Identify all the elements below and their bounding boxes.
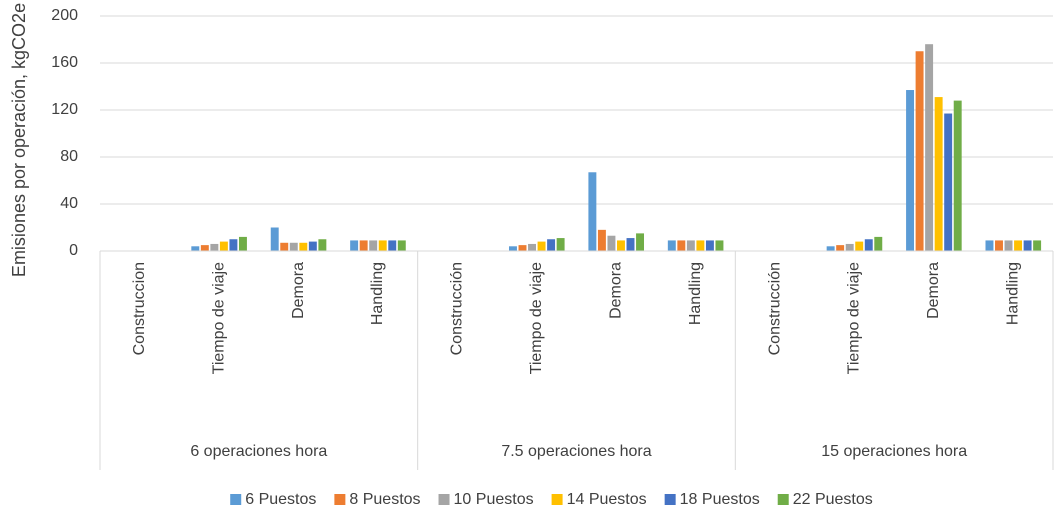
legend-label: 14 Puestos — [567, 491, 647, 508]
bar — [588, 172, 597, 251]
legend-swatch — [230, 494, 242, 505]
bar — [696, 240, 705, 251]
group-label: 7.5 operaciones hora — [501, 443, 651, 460]
legend-swatch — [551, 494, 563, 505]
bar — [369, 240, 378, 251]
x-tick-label: Demora — [925, 262, 942, 319]
bar — [934, 97, 943, 251]
legend-swatch — [664, 494, 676, 505]
bar — [855, 241, 864, 251]
bar — [200, 245, 209, 251]
y-tick-label: 80 — [60, 148, 78, 165]
y-axis-label: Emisiones por operación, kgCO2e — [9, 3, 29, 277]
bar — [836, 245, 845, 251]
y-tick-label: 0 — [69, 242, 78, 259]
bar — [995, 240, 1003, 251]
bar — [626, 238, 635, 251]
bar — [308, 241, 317, 251]
group-label: 6 operaciones hora — [190, 443, 327, 460]
bar — [985, 240, 994, 251]
legend-label: 18 Puestos — [680, 491, 760, 508]
bar — [556, 238, 565, 251]
x-tick-label: Demora — [290, 262, 307, 319]
bar — [953, 100, 962, 251]
bar — [397, 240, 406, 251]
bar — [318, 239, 327, 251]
bar — [906, 90, 915, 252]
bar — [537, 241, 546, 251]
legend-label: 22 Puestos — [793, 491, 873, 508]
x-tick-label: Tiempo de viaje — [210, 262, 227, 374]
bar — [378, 240, 387, 251]
y-tick-label: 160 — [51, 54, 78, 71]
bar — [864, 239, 873, 251]
bar — [528, 243, 536, 251]
legend-swatch — [438, 494, 450, 505]
bar — [874, 236, 883, 251]
bar — [944, 113, 953, 252]
bar — [915, 51, 924, 251]
y-tick-label: 120 — [51, 101, 78, 118]
x-tick-label: Handling — [687, 262, 704, 325]
x-tick-label: Construcción — [766, 262, 783, 355]
bar — [667, 240, 676, 251]
bar — [238, 236, 247, 251]
bar — [350, 240, 359, 251]
bar — [826, 246, 835, 251]
bar — [617, 240, 625, 251]
bar — [636, 233, 645, 251]
bar — [270, 227, 279, 251]
bar — [607, 235, 616, 251]
x-tick-label: Handling — [1005, 262, 1022, 325]
bar — [1023, 240, 1032, 251]
bar — [280, 242, 289, 251]
bar — [597, 229, 606, 251]
bar — [1033, 240, 1042, 251]
bar — [715, 240, 724, 251]
bar — [547, 239, 556, 251]
legend: 6 Puestos 8 Puestos 10 Puestos 14 Puestos 18… — [230, 491, 873, 508]
x-tick-label: Construcción — [449, 262, 466, 355]
legend-label: 8 Puestos — [349, 491, 420, 508]
bar — [219, 241, 228, 251]
bar — [229, 239, 238, 251]
bar — [289, 242, 298, 251]
group-label: 15 operaciones hora — [821, 443, 967, 460]
x-tick-label: Demora — [607, 262, 624, 319]
x-tick-label: Construccion — [131, 262, 148, 355]
bar — [1004, 240, 1013, 251]
legend-swatch — [334, 494, 346, 505]
legend-label: 10 Puestos — [454, 491, 534, 508]
y-tick-label: 200 — [51, 7, 78, 24]
bar — [299, 242, 308, 251]
bar — [925, 44, 934, 252]
bar — [388, 240, 397, 251]
x-tick-label: Tiempo de viaje — [528, 262, 545, 374]
bar — [508, 246, 517, 251]
x-tick-label: Handling — [369, 262, 386, 325]
bar — [210, 243, 219, 251]
legend-label: 6 Puestos — [245, 491, 316, 508]
bar — [705, 240, 714, 251]
y-tick-label: 40 — [60, 195, 78, 212]
bar — [677, 240, 686, 251]
bar — [1014, 240, 1023, 251]
bar — [359, 240, 368, 251]
bar — [686, 240, 695, 251]
legend-swatch — [777, 494, 789, 505]
bar — [191, 246, 200, 251]
bar — [845, 243, 854, 251]
bar — [518, 245, 527, 251]
x-tick-label: Tiempo de viaje — [846, 262, 863, 374]
